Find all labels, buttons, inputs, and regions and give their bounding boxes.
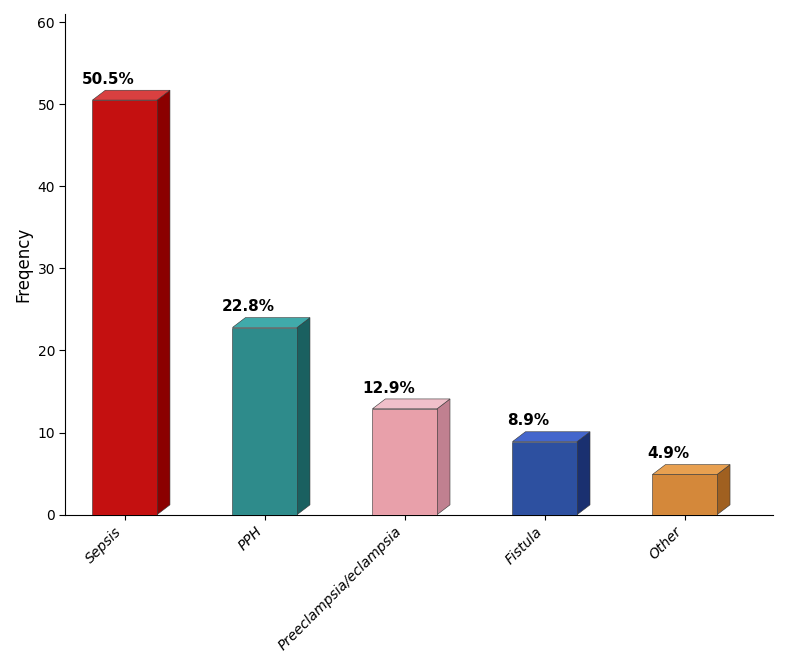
Polygon shape bbox=[372, 409, 437, 515]
Text: 12.9%: 12.9% bbox=[362, 381, 415, 396]
Polygon shape bbox=[92, 90, 170, 100]
Polygon shape bbox=[512, 442, 577, 515]
Text: 4.9%: 4.9% bbox=[648, 446, 689, 462]
Polygon shape bbox=[372, 399, 450, 409]
Polygon shape bbox=[717, 465, 730, 515]
Polygon shape bbox=[92, 100, 157, 515]
Text: 22.8%: 22.8% bbox=[222, 299, 275, 314]
Polygon shape bbox=[577, 432, 590, 515]
Polygon shape bbox=[297, 317, 310, 515]
Text: 8.9%: 8.9% bbox=[508, 414, 549, 428]
Polygon shape bbox=[652, 474, 717, 515]
Polygon shape bbox=[232, 317, 310, 327]
Y-axis label: Freqency: Freqency bbox=[14, 227, 32, 302]
Polygon shape bbox=[652, 465, 730, 474]
Polygon shape bbox=[157, 90, 170, 515]
Polygon shape bbox=[512, 432, 590, 442]
Polygon shape bbox=[437, 399, 450, 515]
Text: 50.5%: 50.5% bbox=[82, 72, 135, 87]
Polygon shape bbox=[232, 327, 297, 515]
